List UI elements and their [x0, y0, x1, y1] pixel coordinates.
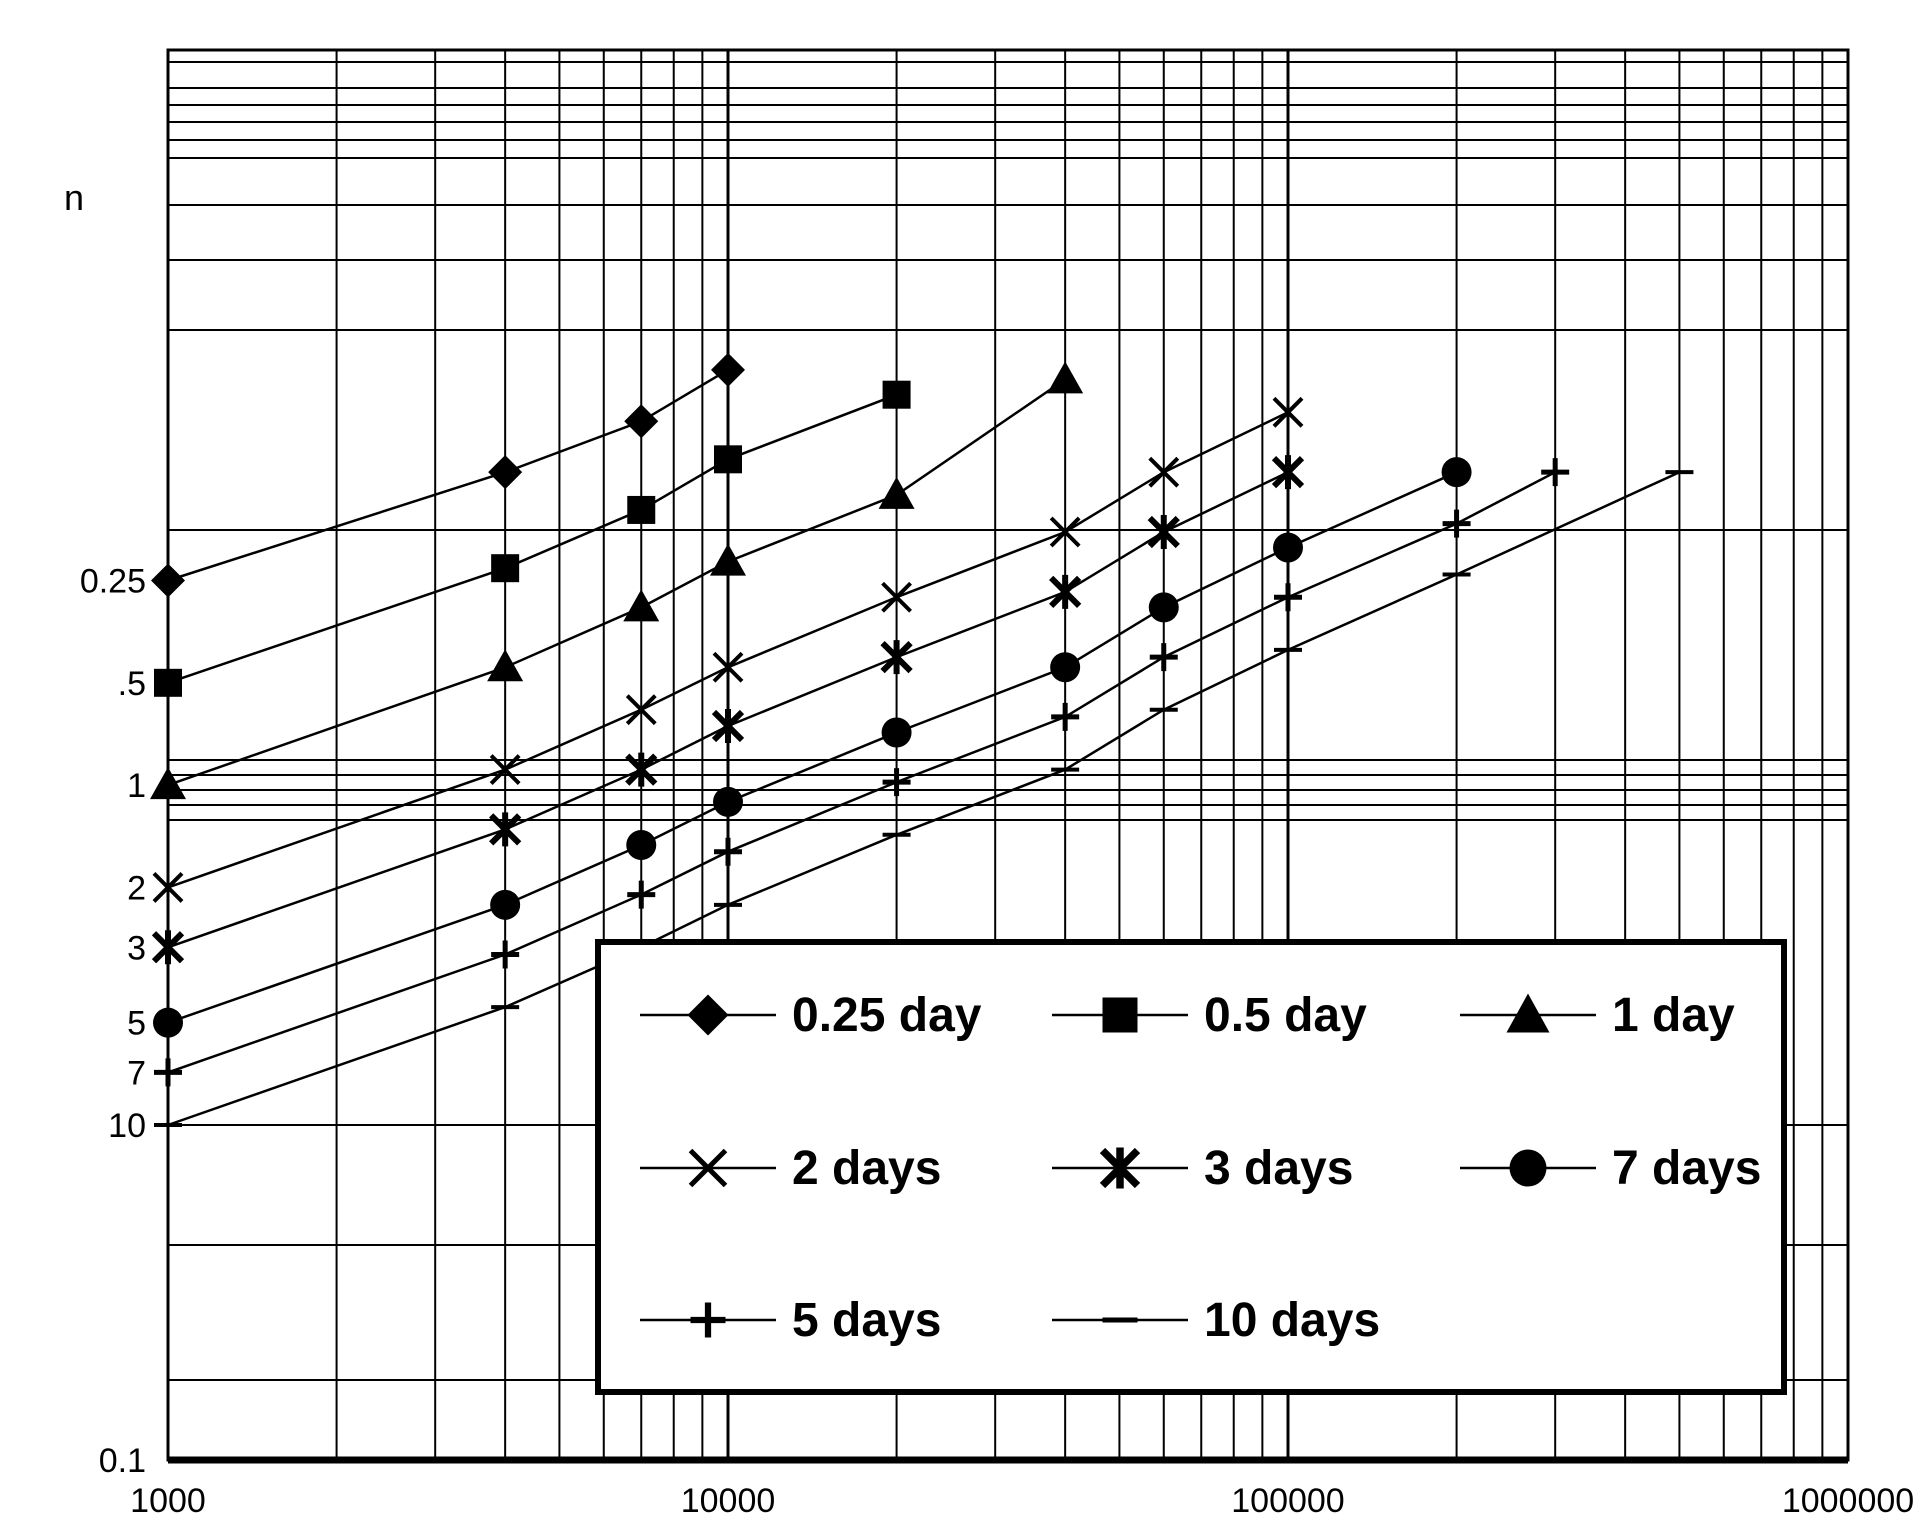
series-line-5	[167, 471, 1289, 949]
legend-label: 2 days	[792, 1142, 941, 1195]
data-point	[491, 940, 520, 969]
y-tick-label: 0.25	[80, 562, 146, 600]
x-tick-labels: 1000 10000 100000 1000000	[130, 1482, 1914, 1520]
data-point	[487, 649, 524, 682]
marker-circle	[1509, 1149, 1547, 1187]
data-point	[1050, 652, 1081, 683]
data-point	[1541, 458, 1570, 487]
legend-item: 3 days	[1052, 1142, 1353, 1195]
legend-item: 1 day	[1460, 989, 1735, 1042]
data-point	[1051, 702, 1080, 731]
x-tick-label: 1000000	[1782, 1482, 1914, 1520]
data-point	[882, 380, 911, 409]
y-tick-label: 10	[108, 1107, 146, 1145]
y-tick-labels: 0.25 .5 1 2 3 5 7 10 0.1	[80, 562, 146, 1480]
marker-plus	[690, 1302, 726, 1338]
y-tick-label: .5	[118, 665, 146, 703]
data-point	[881, 581, 912, 613]
data-point	[625, 694, 657, 726]
marker-asterisk	[1099, 1147, 1141, 1189]
y-tick-label: 7	[127, 1054, 146, 1092]
data-point	[625, 752, 658, 787]
data-point	[1049, 516, 1081, 548]
data-point	[154, 668, 182, 697]
series-line-8	[167, 471, 1680, 1127]
y-tick-label: 5	[127, 1005, 146, 1043]
data-point	[488, 455, 523, 490]
series-lines	[167, 368, 1680, 1127]
legend-label: 3 days	[1204, 1142, 1353, 1195]
y-tick-label: 0.1	[99, 1442, 146, 1480]
x-tick-label: 1000	[130, 1482, 206, 1520]
x-tick-label: 100000	[1231, 1482, 1344, 1520]
legend-item: 0.25 day	[640, 989, 982, 1042]
data-point	[151, 930, 185, 965]
data-point	[151, 563, 185, 598]
data-point	[713, 786, 743, 817]
series-markers	[150, 352, 1694, 1127]
marker-x	[688, 1148, 728, 1188]
data-point	[1273, 532, 1303, 563]
data-point	[1148, 456, 1180, 488]
legend-item: 10 days	[1052, 1294, 1380, 1347]
data-point	[623, 589, 660, 622]
data-point	[711, 352, 745, 387]
series-line-4	[167, 411, 1289, 889]
data-point	[878, 476, 915, 509]
x-tick-label: 10000	[681, 1482, 776, 1520]
marker-diamond	[687, 994, 729, 1036]
series-line-3	[167, 378, 1066, 787]
legend-item: 2 days	[640, 1142, 941, 1195]
legend-label: 7 days	[1612, 1142, 1761, 1195]
data-point	[490, 889, 521, 920]
legend-item: 0.5 day	[1052, 989, 1367, 1042]
data-point	[489, 812, 522, 847]
legend-item: 5 days	[640, 1294, 941, 1347]
data-point	[154, 1058, 182, 1087]
data-point	[627, 880, 656, 909]
data-point	[710, 543, 746, 576]
data-point	[1047, 361, 1084, 394]
data-point	[880, 640, 913, 675]
data-point	[624, 404, 659, 439]
data-point	[489, 754, 521, 785]
marker-square	[1102, 997, 1138, 1033]
data-point	[1442, 509, 1471, 538]
data-point	[1441, 457, 1472, 488]
data-point	[152, 872, 184, 903]
data-point	[491, 554, 520, 583]
data-point	[1274, 583, 1302, 612]
data-point	[712, 651, 744, 683]
data-point	[1049, 574, 1082, 609]
data-point	[1272, 396, 1304, 428]
data-point	[881, 717, 912, 748]
data-point	[153, 1007, 183, 1038]
data-point	[150, 767, 186, 800]
legend-label: 0.5 day	[1204, 989, 1367, 1042]
data-point	[1271, 455, 1305, 490]
y-tick-label: 1	[127, 767, 146, 805]
y-tick-label: 3	[127, 929, 146, 967]
legend-item: 7 days	[1460, 1142, 1761, 1195]
series-line-1	[167, 368, 729, 582]
data-point	[882, 768, 911, 797]
data-point	[1149, 643, 1178, 672]
data-point	[1147, 515, 1180, 550]
marker-triangle	[1506, 993, 1550, 1033]
data-point	[1148, 592, 1179, 623]
legend-label: 0.25 day	[792, 989, 982, 1042]
legend-label: 5 days	[792, 1294, 941, 1347]
data-point	[711, 709, 745, 744]
legend-label: 10 days	[1204, 1294, 1380, 1347]
legend: 0.25 day 0.5 day 1 day 2 days 3 days 7 days 5 …	[595, 939, 1787, 1395]
series-line-7	[167, 471, 1556, 1074]
legend-label: 1 day	[1612, 989, 1735, 1042]
data-point	[714, 837, 742, 866]
data-point	[626, 829, 657, 860]
data-point	[714, 445, 742, 474]
y-axis-label: n	[64, 177, 84, 218]
data-point	[627, 495, 656, 524]
y-tick-label: 2	[127, 869, 146, 907]
